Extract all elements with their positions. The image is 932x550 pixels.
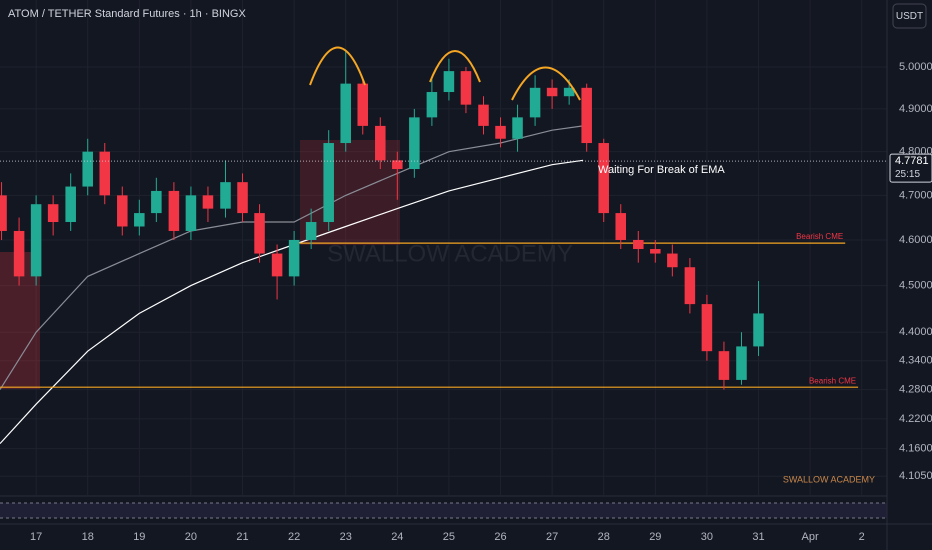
signature: SWALLOW ACADEMY	[783, 474, 875, 484]
y-tick-label: 5.0000	[899, 61, 932, 73]
candle-body	[392, 160, 403, 170]
candle-body	[99, 151, 111, 196]
y-tick-label: 4.3400	[899, 355, 932, 367]
y-tick-label: 4.7000	[899, 189, 932, 201]
y-tick-label: 4.2800	[899, 383, 932, 395]
plot: Bearish CME Bearish CME	[0, 50, 887, 445]
x-tick-label: 24	[391, 531, 403, 543]
candle-body	[443, 71, 455, 93]
candle-body	[563, 87, 575, 97]
x-tick-label: 17	[30, 531, 42, 543]
candle-body	[409, 117, 420, 170]
currency-label: USDT	[896, 11, 923, 22]
candle-body	[237, 182, 248, 214]
x-tick-label: 20	[185, 531, 197, 543]
x-tick-label: 18	[82, 531, 94, 543]
y-tick-label: 4.4000	[899, 326, 932, 338]
y-tick-label: 4.6000	[899, 234, 932, 246]
pattern-arc	[309, 46, 366, 86]
x-tick-label: 30	[701, 531, 713, 543]
x-tick-label: Apr	[802, 531, 819, 543]
oscillator-band	[0, 503, 887, 518]
candle-body	[117, 195, 128, 227]
x-tick-label: 28	[598, 531, 610, 543]
candle-body	[650, 249, 661, 254]
candle-body	[581, 87, 592, 144]
candle-body	[598, 143, 609, 214]
last-price-label: 4.7781	[895, 155, 929, 167]
candle-body	[460, 71, 472, 105]
annotation: Waiting For Break of EMA	[598, 164, 725, 176]
candle-body	[495, 125, 506, 139]
watermark: SWALLOW ACADEMY	[327, 240, 573, 267]
candle-body	[684, 267, 696, 305]
candle-body	[151, 190, 162, 214]
candle-body	[65, 186, 76, 223]
x-tick-label: 22	[288, 531, 300, 543]
y-tick-label: 4.9000	[899, 103, 932, 115]
candle-body	[288, 239, 300, 277]
candle-body	[478, 104, 489, 126]
x-tick-label: 29	[649, 531, 661, 543]
x-tick-label: 21	[236, 531, 248, 543]
x-tick-label: 26	[494, 531, 506, 543]
grid	[0, 0, 887, 495]
pattern-arc	[511, 66, 581, 101]
axes: 5.00004.90004.80004.70004.60004.50004.40…	[30, 61, 932, 543]
x-tick-label: 2	[859, 531, 865, 543]
level-label: Bearish CME	[809, 376, 856, 385]
countdown-label: 25:15	[895, 169, 920, 180]
chart-title: ATOM / TETHER Standard Futures · 1h · BI…	[8, 8, 246, 20]
candle-body	[82, 151, 93, 187]
candle-body	[323, 143, 334, 223]
candle-body	[305, 222, 317, 240]
candle-body	[47, 204, 59, 223]
x-tick-label: 19	[133, 531, 145, 543]
candle-body	[271, 253, 283, 277]
y-tick-label: 4.2200	[899, 413, 932, 425]
y-tick-label: 4.1600	[899, 443, 932, 455]
candle-body	[254, 213, 265, 254]
candle-body	[633, 239, 644, 250]
candle-body	[426, 92, 438, 118]
candle-body	[375, 125, 386, 161]
x-tick-label: 27	[546, 531, 558, 543]
candle-body	[13, 230, 25, 277]
candle-body	[357, 83, 369, 126]
pattern-arc	[429, 50, 481, 83]
y-tick-label: 4.5000	[899, 279, 932, 291]
last-price-box	[889, 153, 932, 183]
candle-body	[168, 190, 180, 231]
candle-body	[546, 87, 558, 97]
candle-body	[667, 253, 678, 268]
candle-body	[30, 204, 42, 277]
level-label: Bearish CME	[796, 232, 843, 241]
candle-body	[529, 87, 541, 118]
candle-body	[512, 117, 523, 139]
currency-button[interactable]	[892, 3, 927, 29]
candle-body	[134, 213, 145, 227]
candle-body	[736, 346, 747, 380]
candle-body	[220, 182, 231, 209]
candle-body	[185, 195, 197, 231]
x-tick-label: 31	[752, 531, 764, 543]
y-tick-label: 4.1050	[899, 470, 932, 482]
candle-body	[202, 195, 214, 209]
candle-body	[718, 351, 730, 380]
x-tick-label: 25	[443, 531, 455, 543]
candle-body	[701, 304, 713, 352]
candle-body	[340, 83, 351, 144]
x-tick-label: 23	[340, 531, 352, 543]
candle-body	[753, 313, 764, 347]
candle-body	[615, 213, 627, 240]
candle-body	[0, 195, 7, 231]
